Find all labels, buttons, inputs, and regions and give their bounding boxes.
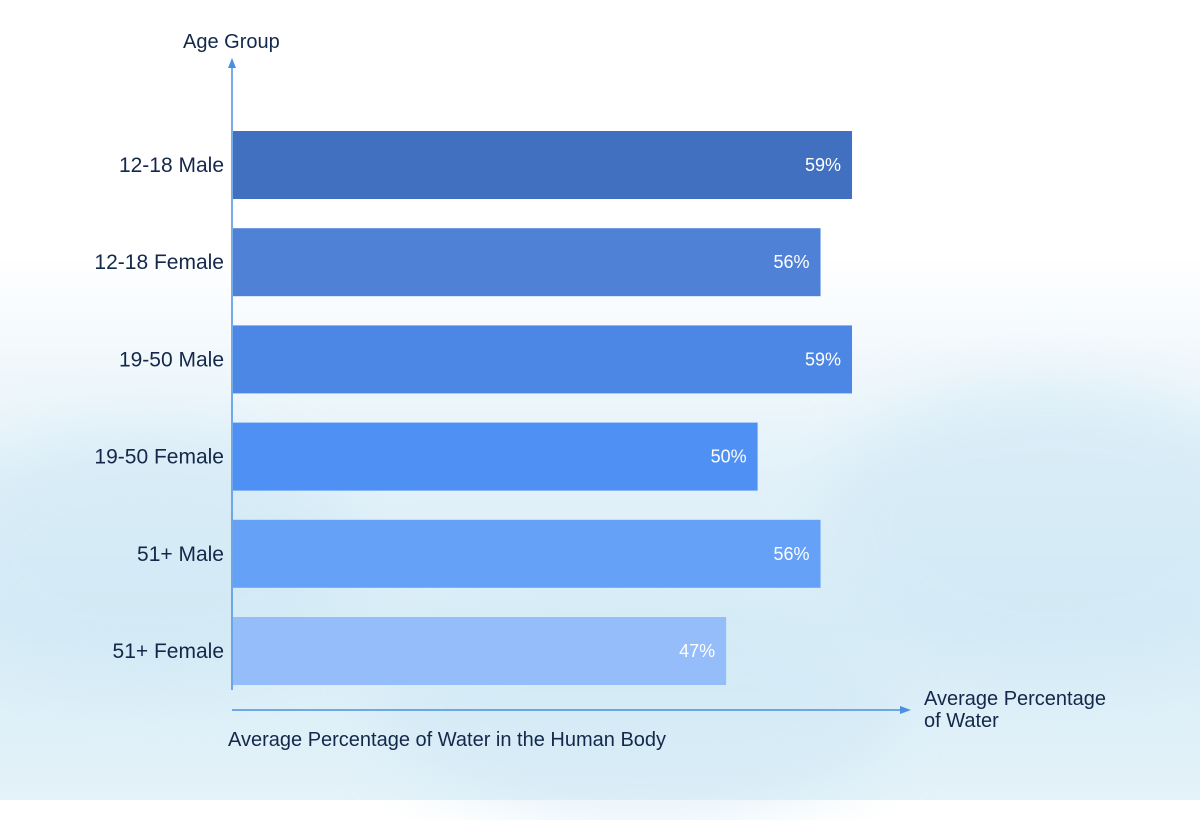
x-axis-title: Average Percentage of Water: [924, 688, 1112, 732]
bar-4: [233, 519, 821, 588]
chart-title: Average Percentage of Water in the Human…: [228, 729, 666, 751]
x-axis-title-line-1: Average Percentage: [924, 688, 1106, 710]
y-axis-title: Age Group: [183, 31, 280, 53]
bars-group: [233, 131, 853, 685]
bar-1: [233, 228, 821, 297]
category-label-5: 51+ Female: [113, 640, 224, 663]
value-label-3: 50%: [711, 447, 747, 467]
category-label-2: 19-50 Male: [119, 348, 224, 371]
bar-5: [233, 617, 727, 685]
x-axis-title-line-2: of Water: [924, 710, 999, 732]
value-label-5: 47%: [679, 641, 715, 661]
value-label-0: 59%: [805, 155, 841, 175]
value-labels-group: 59% 56% 59% 50% 56% 47%: [679, 155, 841, 661]
value-label-2: 59%: [805, 349, 841, 369]
bar-3: [233, 422, 758, 491]
category-label-1: 12-18 Female: [94, 251, 224, 274]
bar-0: [233, 131, 853, 199]
y-axis-arrowhead: [228, 58, 236, 68]
value-label-4: 56%: [774, 544, 810, 564]
bar-chart: 12-18 Male 12-18 Female 19-50 Male 19-50 Fe…: [94, 31, 1112, 751]
x-axis-arrowhead: [900, 706, 911, 714]
category-label-0: 12-18 Male: [119, 154, 224, 177]
value-label-1: 56%: [774, 252, 810, 272]
category-label-3: 19-50 Female: [94, 446, 224, 469]
bar-2: [233, 325, 853, 394]
category-labels-group: 12-18 Male 12-18 Female 19-50 Male 19-50 Fe…: [94, 154, 224, 663]
category-label-4: 51+ Male: [137, 543, 224, 566]
